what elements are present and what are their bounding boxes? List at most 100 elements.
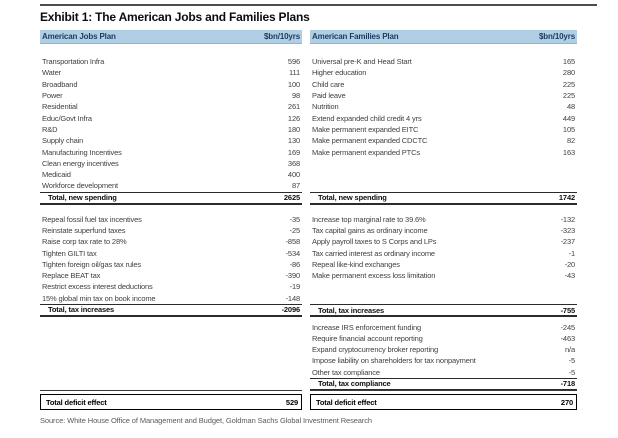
row-value: -858 <box>285 237 301 247</box>
row-label: Paid leave <box>312 91 346 101</box>
row-label: Raise corp tax rate to 28% <box>42 237 127 247</box>
row-label: Impose liability on shareholders for tax… <box>312 356 476 366</box>
row-value: 126 <box>287 113 300 123</box>
table-row: Replace BEAT tax -390 <box>40 270 302 281</box>
row-label: Child care <box>312 79 345 89</box>
table-row: Paid leave 225 <box>310 90 577 101</box>
row-label: Tax capital gains as ordinary income <box>312 226 428 236</box>
row-label: Manufacturing Incentives <box>42 147 122 157</box>
row-value: -390 <box>285 271 301 281</box>
row-label: Nutrition <box>312 102 339 112</box>
row-label: Tax carried interest as ordinary income <box>312 248 435 258</box>
pre-total-spacer <box>310 158 577 192</box>
total-label: Total, tax increases <box>318 305 385 315</box>
row-label: Tighten foreign oil/gas tax rules <box>42 259 141 269</box>
table-row: Tax capital gains as ordinary income -323 <box>310 225 577 236</box>
table-row: Extend expanded child credit 4 yrs 449 <box>310 112 577 123</box>
row-value: 165 <box>562 57 575 67</box>
table-row: Higher education 280 <box>310 67 577 78</box>
deficit-box: Total deficit effect 270 <box>310 394 577 410</box>
table-row: Other tax compliance -5 <box>310 367 577 378</box>
row-label: Replace BEAT tax <box>42 271 101 281</box>
exhibit-title: Exhibit 1: The American Jobs and Familie… <box>40 10 310 24</box>
row-value: -5 <box>568 367 576 377</box>
row-value: 169 <box>287 147 300 157</box>
row-label: Extend expanded child credit 4 yrs <box>312 113 422 123</box>
deficit-value: 529 <box>285 397 298 407</box>
table-row: Educ/Govt Infra 126 <box>40 112 302 123</box>
row-label: Expand cryptocurrency broker reporting <box>312 345 439 355</box>
total-label: Total, new spending <box>318 193 387 203</box>
row-label: Water <box>42 68 61 78</box>
table-row: Increase top marginal rate to 39.6% -132 <box>310 214 577 225</box>
row-value: -245 <box>560 322 576 332</box>
row-value: -534 <box>285 248 301 258</box>
row-value: -25 <box>289 226 301 235</box>
row-value: 449 <box>562 113 575 123</box>
row-label: Universal pre-K and Head Start <box>312 57 412 67</box>
column-header-unit: $bn/10yrs <box>263 32 300 41</box>
row-value: 280 <box>562 68 575 78</box>
row-value: 48 <box>566 102 575 112</box>
row-label: Transportation Infra <box>42 57 105 67</box>
row-label: Repeal fossil fuel tax incentives <box>42 214 142 224</box>
row-value: 98 <box>291 91 300 101</box>
table-row: Repeal like-kind exchanges -20 <box>310 259 577 270</box>
table-row: 15% global min tax on book income -148 <box>40 293 302 304</box>
total-row: Total, tax compliance -718 <box>310 377 577 391</box>
table-row: Require financial account reporting -463 <box>310 333 577 344</box>
table-row: Residential 261 <box>40 101 302 112</box>
table-row: Universal pre-K and Head Start 165 <box>310 56 577 67</box>
column-header-label: American Families Plan <box>312 32 399 41</box>
row-value: 225 <box>562 79 575 89</box>
row-label: Clean energy incentives <box>42 158 119 168</box>
row-label: Medicaid <box>42 170 71 180</box>
table-row: Reinstate superfund taxes -25 <box>40 225 302 236</box>
pre-box-rule <box>40 390 302 391</box>
total-value: -2096 <box>281 305 301 315</box>
table-row: Transportation Infra 596 <box>40 56 302 67</box>
table-row: Tighten foreign oil/gas tax rules -86 <box>40 259 302 270</box>
total-value: 1742 <box>558 193 575 203</box>
row-value: -35 <box>289 214 301 224</box>
column-header-unit: $bn/10yrs <box>538 32 575 41</box>
row-value: -43 <box>564 271 576 281</box>
row-label: Residential <box>42 102 78 112</box>
total-label: Total, tax increases <box>48 305 115 315</box>
table-row: Clean energy incentives 368 <box>40 158 302 169</box>
row-value: 82 <box>566 136 575 146</box>
section-spacer <box>40 44 302 56</box>
table-body: American Jobs Plan $bn/10yrs Transportatio… <box>40 30 302 317</box>
row-label: Supply chain <box>42 136 84 146</box>
table-row: Power 98 <box>40 90 302 101</box>
row-value: -132 <box>560 214 576 224</box>
row-label: Broadband <box>42 79 78 89</box>
row-value: -237 <box>560 237 576 247</box>
table-body: American Families Plan $bn/10yrs Universal… <box>310 30 577 391</box>
row-label: R&D <box>42 124 58 134</box>
table-row: Apply payroll taxes to S Corps and LPs -2… <box>310 236 577 247</box>
total-row: Total, tax increases -755 <box>310 304 577 318</box>
row-value: -148 <box>285 293 301 303</box>
row-label: Tighten GILTI tax <box>42 248 97 258</box>
row-label: Make permanent expanded EITC <box>312 124 419 134</box>
deficit-box: Total deficit effect 529 <box>40 394 302 410</box>
table-row: Expand cryptocurrency broker reporting n/… <box>310 344 577 355</box>
total-label: Total, new spending <box>48 193 117 203</box>
table-row: Make permanent expanded PTCs 163 <box>310 146 577 157</box>
row-label: Increase top marginal rate to 39.6% <box>312 214 426 224</box>
pre-box-rule <box>310 390 577 391</box>
row-value: 87 <box>291 181 300 191</box>
row-value: 163 <box>562 147 575 157</box>
row-label: Repeal like-kind exchanges <box>312 260 400 269</box>
table-row: Tax carried interest as ordinary income -… <box>310 248 577 259</box>
total-value: -755 <box>560 305 576 315</box>
row-value: 596 <box>287 57 300 67</box>
row-label: Restrict excess interest deductions <box>42 282 153 292</box>
row-value: n/a <box>565 345 575 355</box>
row-value: -19 <box>289 282 301 292</box>
row-value: -20 <box>564 260 576 269</box>
row-value: -1 <box>568 248 576 258</box>
section-spacer <box>310 205 577 214</box>
row-label: Power <box>42 91 63 101</box>
